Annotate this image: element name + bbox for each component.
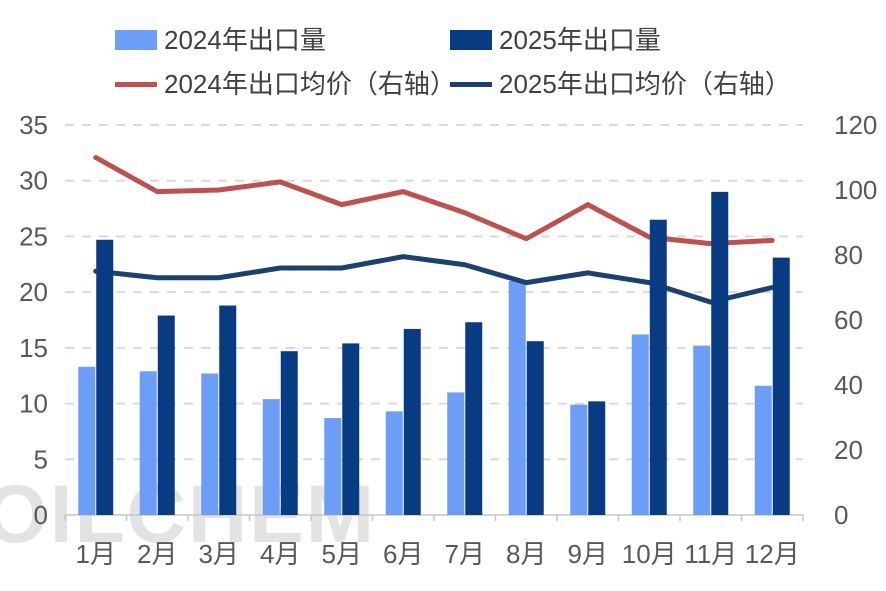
legend-swatch-2024-volume xyxy=(115,30,157,50)
bar-2024-volume xyxy=(385,411,403,515)
bar-2025-volume xyxy=(649,219,667,515)
bar-2025-volume xyxy=(526,341,544,515)
legend-item-2025-avg-price: 2025年出口均价（右轴） xyxy=(450,71,791,97)
bar-2025-volume xyxy=(465,322,483,515)
left-axis-tick-label: 15 xyxy=(19,333,48,363)
right-axis-tick-label: 0 xyxy=(834,500,848,530)
left-axis-tick-label: 10 xyxy=(19,389,48,419)
bar-2024-volume xyxy=(693,345,711,515)
left-axis-tick-label: 20 xyxy=(19,277,48,307)
legend-swatch-2025-price-line xyxy=(450,81,492,87)
x-axis-category-label: 5月 xyxy=(322,539,362,569)
bar-2024-volume xyxy=(78,366,96,515)
left-axis-tick-label: 30 xyxy=(19,166,48,196)
legend-swatch-2025-volume xyxy=(450,30,492,50)
legend-item-2024-export-volume: 2024年出口量 xyxy=(115,27,326,53)
bar-2024-volume xyxy=(754,385,772,515)
x-axis-category-label: 8月 xyxy=(506,539,546,569)
bar-2024-volume xyxy=(262,399,280,515)
x-axis-category-label: 10月 xyxy=(622,539,677,569)
bar-2025-volume xyxy=(342,343,360,515)
legend-label: 2025年出口量 xyxy=(499,25,661,55)
x-axis-category-label: 2月 xyxy=(137,539,177,569)
bar-2025-volume xyxy=(403,328,421,515)
x-axis-category-label: 7月 xyxy=(445,539,485,569)
bar-2024-volume xyxy=(570,404,588,515)
right-axis-tick-label: 60 xyxy=(834,305,863,335)
bar-2025-volume xyxy=(96,239,114,515)
legend-item-2025-export-volume: 2025年出口量 xyxy=(450,27,661,53)
x-axis-category-label: 6月 xyxy=(383,539,423,569)
left-axis-tick-label: 25 xyxy=(19,221,48,251)
bar-2024-volume xyxy=(631,334,649,515)
x-axis-category-label: 9月 xyxy=(568,539,608,569)
bar-2024-volume xyxy=(201,373,219,515)
legend-label: 2025年出口均价（右轴） xyxy=(499,69,791,99)
bar-2025-volume xyxy=(157,315,175,515)
left-axis-tick-label: 5 xyxy=(34,444,48,474)
bar-2025-volume xyxy=(711,191,729,515)
bar-2024-volume xyxy=(447,392,465,515)
bar-2025-volume xyxy=(280,351,298,515)
right-axis-tick-label: 20 xyxy=(834,435,863,465)
bar-2025-volume xyxy=(588,401,606,515)
legend-label: 2024年出口量 xyxy=(164,25,326,55)
x-axis-category-label: 11月 xyxy=(684,539,737,569)
line-2024-avg-price xyxy=(93,155,775,247)
right-axis-tick-label: 80 xyxy=(834,240,863,270)
line-2025-avg-price xyxy=(93,254,775,305)
legend-item-2024-avg-price: 2024年出口均价（右轴） xyxy=(115,71,456,97)
bar-2024-volume xyxy=(324,418,342,515)
bar-2024-volume xyxy=(508,281,526,515)
bar-2024-volume xyxy=(139,371,157,515)
legend-swatch-2024-price-line xyxy=(115,81,157,87)
x-axis-category-label: 12月 xyxy=(745,539,800,569)
left-axis-tick-label: 0 xyxy=(34,500,48,530)
bar-2025-volume xyxy=(219,305,237,515)
left-axis-tick-label: 35 xyxy=(19,110,48,140)
x-axis-category-label: 4月 xyxy=(260,539,300,569)
bar-2025-volume xyxy=(772,257,790,515)
legend-label: 2024年出口均价（右轴） xyxy=(164,69,456,99)
right-axis-tick-label: 100 xyxy=(834,175,877,205)
x-axis-category-label: 3月 xyxy=(199,539,239,569)
right-axis-tick-label: 40 xyxy=(834,370,863,400)
right-axis-tick-label: 120 xyxy=(834,110,877,140)
x-axis-category-label: 1月 xyxy=(76,539,116,569)
